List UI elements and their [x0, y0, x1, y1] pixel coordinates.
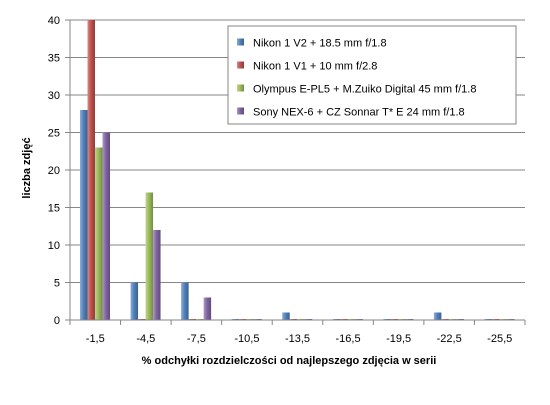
y-tick-label: 10 — [48, 240, 60, 252]
legend: Nikon 1 V2 + 18.5 mm f/1.8 Nikon 1 V1 + 1… — [227, 25, 517, 125]
x-tick-label: -22,5 — [437, 333, 462, 345]
x-tick-label: -1,5 — [86, 333, 105, 345]
x-tick-label: -4,5 — [136, 333, 155, 345]
y-tick-label: 25 — [48, 128, 60, 140]
y-tick-label: 0 — [54, 315, 60, 327]
bar — [433, 312, 442, 320]
legend-box — [227, 25, 517, 125]
x-tick-label: -25,5 — [487, 333, 512, 345]
bar — [282, 312, 290, 320]
bar — [203, 297, 212, 320]
bar — [102, 132, 110, 320]
y-tick-label: 15 — [48, 203, 60, 215]
x-axis-title: % odchyłki rozdzielczości od najlepszego… — [142, 355, 437, 367]
bar — [87, 20, 95, 320]
x-tick-label: -10,5 — [234, 333, 259, 345]
legend-label: Nikon 1 V1 + 10 mm f/2.8 — [253, 61, 377, 73]
y-tick-label: 20 — [48, 165, 60, 177]
bar — [130, 282, 139, 320]
y-tick-label: 35 — [48, 53, 60, 65]
axes-layer: 0 5 10 15 20 25 30 35 40 -1,5 -4,5 -7,5 -10,5 -13,5 -1… — [48, 15, 526, 345]
legend-swatch — [237, 38, 244, 46]
legend-label: Nikon 1 V2 + 18.5 mm f/1.8 — [253, 38, 387, 50]
bar — [181, 282, 189, 320]
x-tick-label: -16,5 — [336, 333, 361, 345]
y-tick-label: 40 — [48, 15, 60, 27]
legend-swatch — [237, 107, 244, 115]
x-tick-label: -19,5 — [386, 333, 411, 345]
bar — [80, 110, 88, 320]
y-axis-title: liczba zdjęć — [21, 137, 33, 198]
bar — [95, 147, 103, 320]
y-tick-label: 30 — [48, 90, 60, 102]
bar — [145, 192, 154, 320]
x-tick-label: -13,5 — [285, 333, 310, 345]
bar — [153, 230, 161, 320]
y-tick-label: 5 — [54, 278, 60, 290]
legend-swatch — [237, 61, 244, 69]
legend-swatch — [237, 84, 244, 92]
legend-label: Olympus E-PL5 + M.Zuiko Digital 45 mm f/… — [253, 84, 476, 96]
x-tick-label: -7,5 — [187, 333, 206, 345]
legend-label: Sony NEX-6 + CZ Sonnar T* E 24 mm f/1.8 — [253, 107, 465, 119]
